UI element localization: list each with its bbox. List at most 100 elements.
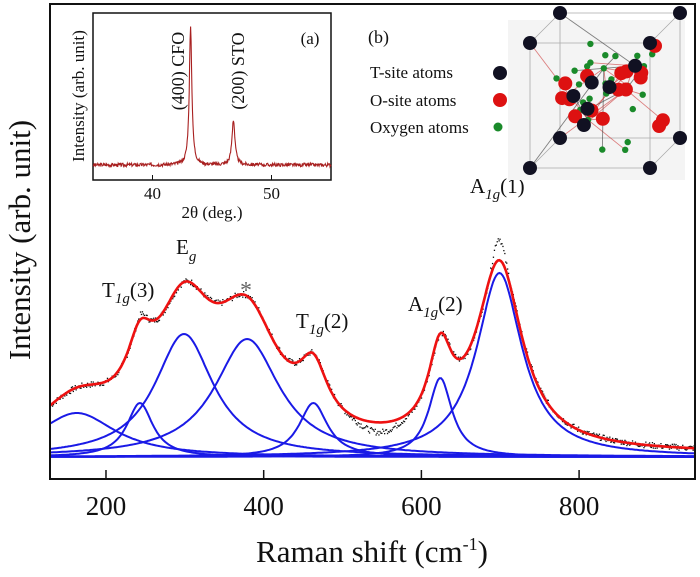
oxygen-atom (575, 81, 583, 88)
data-point (138, 318, 140, 320)
data-point (369, 427, 372, 429)
data-point (389, 429, 391, 431)
data-point (151, 318, 153, 320)
data-point (399, 424, 401, 426)
data-point (587, 431, 589, 433)
data-point (97, 381, 99, 383)
data-point (175, 292, 178, 294)
peak-label-cfo: (400) CFO (168, 32, 189, 111)
data-point (660, 443, 662, 445)
inset-x-ticks: 40 50 (144, 175, 280, 203)
data-point (238, 296, 240, 298)
t-site-atom (576, 118, 591, 132)
data-point (231, 299, 233, 302)
data-point (690, 445, 692, 448)
data-point (615, 438, 618, 440)
legend-o-site-marker (493, 93, 507, 107)
data-point (302, 359, 304, 362)
data-point (70, 386, 73, 389)
data-point (612, 437, 614, 440)
data-point (605, 440, 607, 443)
data-point (500, 243, 502, 245)
data-point (213, 300, 215, 302)
data-point (174, 295, 176, 297)
data-point (391, 429, 393, 431)
data-point (258, 307, 260, 309)
data-point (103, 384, 105, 386)
o-site-atom (652, 119, 667, 133)
data-point (156, 321, 158, 323)
data-point (614, 438, 617, 440)
peak-label-t1g-2: T1g(2) (296, 309, 348, 338)
data-point (392, 427, 394, 429)
oxygen-atom (599, 146, 606, 153)
bond (625, 89, 664, 121)
data-point (200, 288, 202, 290)
data-point (333, 393, 336, 396)
data-point (349, 415, 352, 417)
data-point (627, 443, 629, 446)
data-point (145, 314, 147, 316)
data-point (402, 422, 404, 424)
data-point (298, 358, 301, 360)
t-site-atom (523, 36, 537, 50)
data-point (349, 416, 351, 418)
data-point (214, 300, 216, 302)
data-point (383, 430, 385, 432)
data-point (141, 311, 144, 313)
oxygen-atom (586, 95, 593, 102)
data-point (581, 433, 584, 435)
data-point (271, 333, 273, 335)
data-point (142, 313, 144, 315)
data-point (467, 353, 469, 355)
data-point (602, 434, 604, 436)
o-site-atom (568, 109, 583, 124)
oxygen-atom (629, 105, 636, 113)
data-point (561, 420, 564, 423)
x-tick-label-200: 200 (86, 491, 127, 521)
x-axis-ticks: 200 400 600 800 (86, 470, 600, 521)
data-point (384, 433, 386, 435)
data-point (296, 364, 298, 366)
data-point (596, 433, 598, 435)
data-point (207, 295, 209, 297)
data-point (366, 425, 368, 427)
data-point (351, 419, 354, 421)
data-point (192, 285, 195, 288)
t-site-atom (584, 75, 599, 90)
data-point (442, 330, 444, 333)
data-point (357, 422, 359, 424)
data-point (526, 351, 529, 353)
inset-x-tick-label-40: 40 (144, 184, 161, 203)
data-point (405, 418, 408, 420)
data-point (396, 427, 398, 429)
data-point (215, 299, 217, 301)
data-point (158, 319, 161, 321)
data-point (62, 397, 64, 399)
data-point (234, 292, 236, 294)
data-point (598, 433, 601, 435)
data-point (155, 317, 157, 319)
data-point (156, 321, 159, 323)
data-point (100, 384, 102, 386)
data-point (464, 357, 466, 360)
data-point (72, 390, 74, 393)
data-point (363, 427, 365, 429)
data-point (209, 296, 212, 299)
data-point (621, 439, 623, 442)
data-point (564, 423, 566, 425)
data-point (594, 433, 596, 436)
cell-edge (649, 12, 681, 44)
t-site-atom (566, 89, 581, 103)
data-point (186, 279, 188, 281)
x-tick-label-800: 800 (559, 491, 600, 521)
peak-label-sto: (200) STO (228, 32, 249, 109)
data-point (395, 422, 397, 424)
data-point (89, 386, 91, 388)
data-point (292, 360, 294, 362)
data-point (543, 393, 545, 395)
data-point (195, 288, 197, 290)
oxygen-atom (634, 52, 641, 59)
data-point (449, 343, 451, 345)
data-point (495, 244, 497, 246)
